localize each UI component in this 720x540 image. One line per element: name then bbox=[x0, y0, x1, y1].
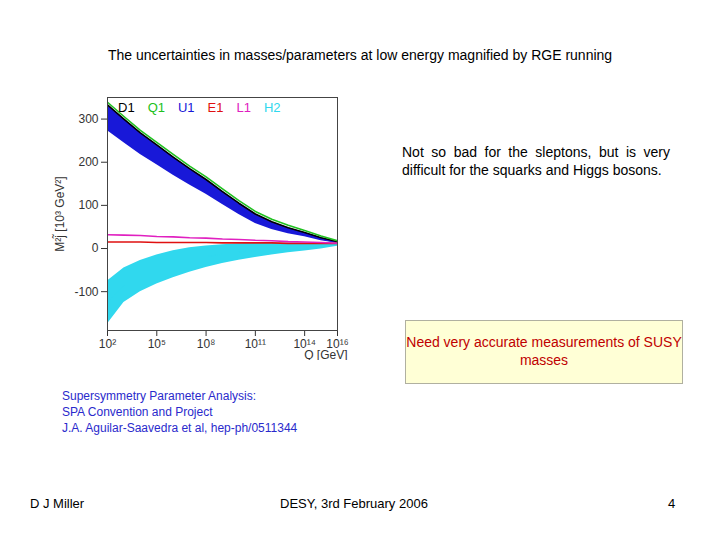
html-text:Need very accurate measurement: Need very accurate measurements of SUSY … bbox=[406, 334, 682, 369]
svg-text:200: 200 bbox=[78, 155, 98, 169]
svg-text:-100: -100 bbox=[74, 285, 98, 299]
svg-text:10⁵: 10⁵ bbox=[148, 337, 166, 351]
html-text:D1: D1 bbox=[118, 100, 135, 115]
svg-text:300: 300 bbox=[78, 112, 98, 126]
html-text:Supersymmetry Parameter Analys: Supersymmetry Parameter Analysis: bbox=[62, 389, 257, 403]
svg-text:10¹⁴: 10¹⁴ bbox=[293, 337, 316, 351]
html-text:Q1: Q1 bbox=[147, 100, 165, 115]
svg-text:Q [GeV]: Q [GeV] bbox=[304, 348, 347, 361]
html-text:U1: U1 bbox=[178, 100, 195, 115]
svg-text:10¹¹: 10¹¹ bbox=[245, 337, 266, 351]
svg-text:M²j̃ [10³ GeV²]: M²j̃ [10³ GeV²] bbox=[52, 176, 67, 251]
html-text:Not so bad for the sleptons, b: Not so bad for the sleptons, but is very… bbox=[402, 144, 670, 179]
html-text:4: 4 bbox=[668, 496, 676, 511]
html-text:J.A. Aguilar-Saavedra et al, h: J.A. Aguilar-Saavedra et al, hep-ph/0511… bbox=[62, 421, 298, 436]
html-text:E1: E1 bbox=[207, 100, 224, 115]
html-text:SPA Convention and Project: SPA Convention and Project bbox=[62, 405, 213, 420]
html-text:L1: L1 bbox=[236, 100, 251, 115]
svg-text:100: 100 bbox=[78, 198, 98, 212]
svg-text:10⁸: 10⁸ bbox=[197, 337, 215, 351]
html-text:The uncertainties in masses/pa: The uncertainties in masses/parameters a… bbox=[107, 47, 613, 63]
html-text:H2: H2 bbox=[264, 100, 281, 115]
html-text:D J Miller: D J Miller bbox=[30, 496, 85, 511]
html-text:DESY, 3rd February 2006: DESY, 3rd February 2006 bbox=[280, 496, 428, 511]
svg-text:10¹⁶: 10¹⁶ bbox=[326, 337, 349, 351]
svg-text:10²: 10² bbox=[99, 337, 116, 351]
svg-text:0: 0 bbox=[92, 241, 99, 255]
